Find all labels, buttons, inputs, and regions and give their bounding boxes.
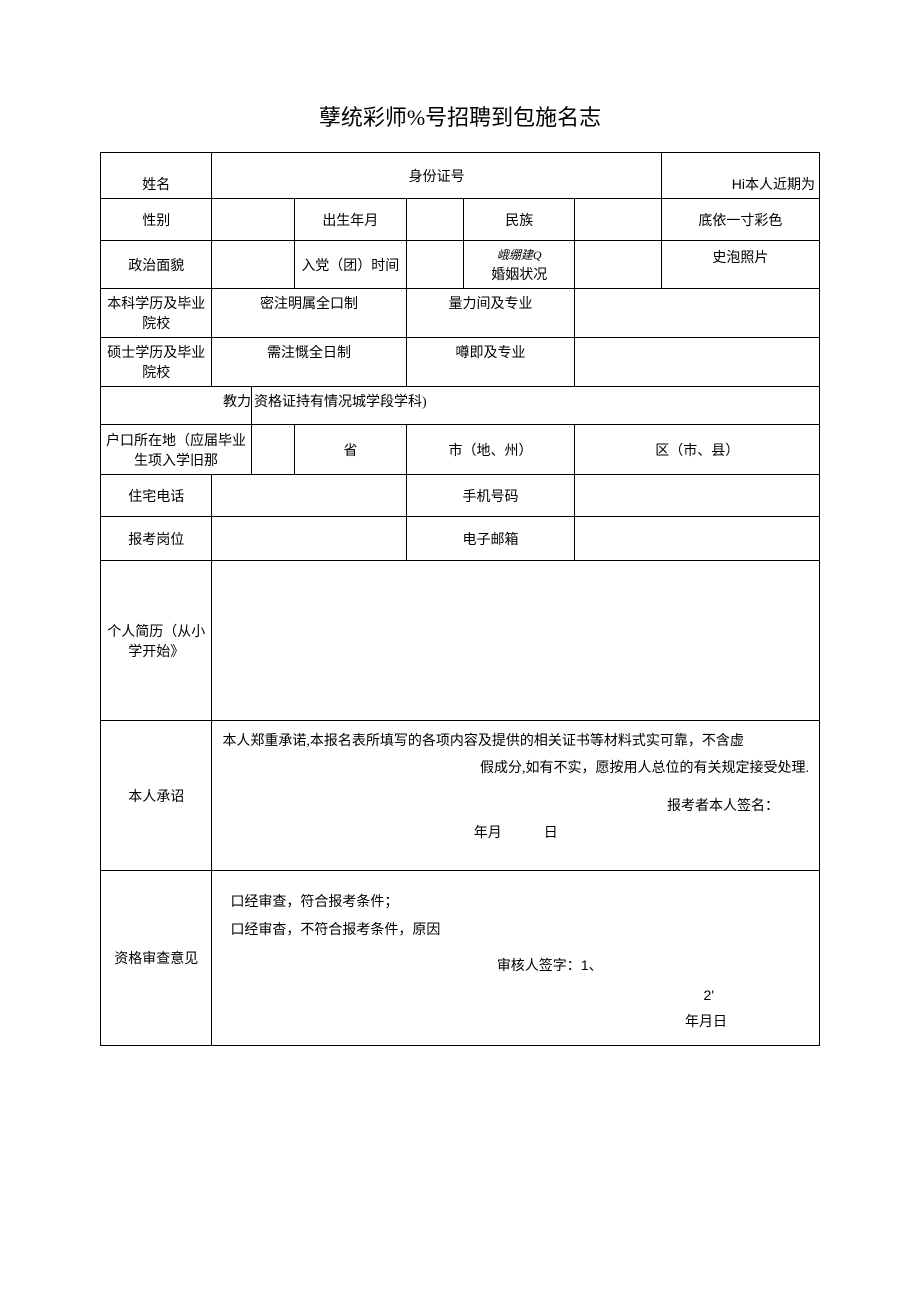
review-line3: 审核人签字：1、 [230,951,809,981]
photo-note-1: Hi本人近期为 [661,153,819,199]
label-resume: 个人简历（从小学开始》 [101,561,212,721]
label-id-number: 身份证号 [212,153,661,199]
label-city: 市（地、州） [406,425,575,475]
label-name: 姓名 [101,153,212,199]
input-resume[interactable] [212,561,820,721]
label-master: 硕士学历及毕业院校 [101,338,212,387]
label-commitment: 本人承诏 [101,721,212,871]
input-party-time[interactable] [406,241,464,289]
input-home-phone[interactable] [212,475,406,517]
review-content: 口经审查，符合报考条件； 口经审杳，不符合报考条件，原因 审核人签字：1、 2'… [212,871,820,1046]
label-teaching-cert-prefix: 教力 [101,387,252,425]
photo-note-3: 史泡照片 [661,241,819,289]
review-line1: 口经审查，符合报考条件； [230,889,809,917]
label-marital: 峨绷建Q婚姻状况 [464,241,575,289]
input-master-major[interactable] [575,338,820,387]
photo-note-2: 底依一寸彩色 [661,199,819,241]
input-bachelor-major[interactable] [575,289,820,338]
bachelor-note: 密注明属全口制 [212,289,406,338]
label-birth: 出生年月 [295,199,406,241]
commitment-content: 本人郑重承诺,本报名表所填写的各项内容及提供的相关证书等材料式实可靠，不含虚 假… [212,721,820,871]
label-residence: 户口所在地（应届毕业生项入学旧那 [101,425,252,475]
label-home-phone: 住宅电话 [101,475,212,517]
input-marital[interactable] [575,241,661,289]
label-ethnicity: 民族 [464,199,575,241]
label-email: 电子邮箱 [406,517,575,561]
commitment-line2: 假成分,如有不实，愿按用人总位的有关规定接受处理. [222,756,809,783]
label-mobile: 手机号码 [406,475,575,517]
label-position: 报考岗位 [101,517,212,561]
input-position[interactable] [212,517,406,561]
input-ethnicity[interactable] [575,199,661,241]
master-note: 需注慨全日制 [212,338,406,387]
review-line4: 2' [230,981,809,1009]
label-district: 区（市、县） [575,425,820,475]
review-line5: 年月日 [230,1009,809,1037]
input-mobile[interactable] [575,475,820,517]
label-gender: 性别 [101,199,212,241]
label-political: 政治面貌 [101,241,212,289]
label-province: 省 [295,425,406,475]
input-email[interactable] [575,517,820,561]
label-master-major: 噂即及专业 [406,338,575,387]
commitment-sign: 报考者本人签名： [222,794,809,821]
page-title: 孽统彩师%号招聘到包施名志 [100,100,820,132]
label-teaching-cert: 资格证持有情况城学段学科) [251,387,819,425]
label-party-time: 入党（团）时间 [295,241,406,289]
input-political[interactable] [212,241,295,289]
label-bachelor: 本科学历及毕业院校 [101,289,212,338]
label-review: 资格审查意见 [101,871,212,1046]
input-birth[interactable] [406,199,464,241]
input-gender[interactable] [212,199,295,241]
commitment-line1: 本人郑重承诺,本报名表所填写的各项内容及提供的相关证书等材料式实可靠，不含虚 [222,729,809,756]
application-form-table: 姓名 身份证号 Hi本人近期为 性别 出生年月 民族 底依一寸彩色 政治面貌 入… [100,152,820,1046]
input-province-blank[interactable] [251,425,294,475]
label-bachelor-major: 量力间及专业 [406,289,575,338]
commitment-date: 年月 日 [222,821,809,848]
review-line2: 口经审杳，不符合报考条件，原因 [230,917,809,945]
